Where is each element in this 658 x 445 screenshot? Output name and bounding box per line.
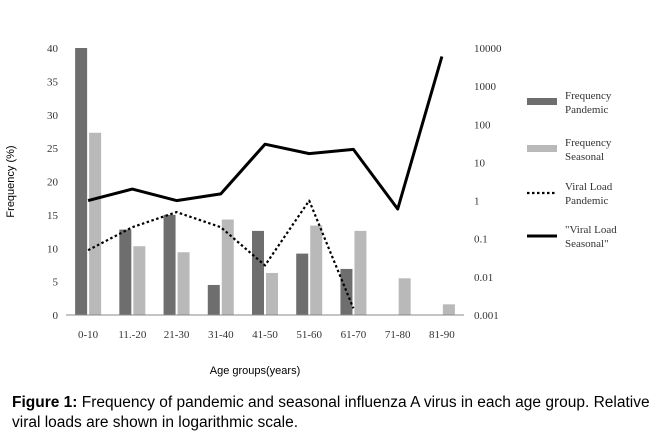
legend-label: Frequency Seasonal	[565, 137, 612, 163]
y-tick-label: 0	[53, 310, 59, 322]
legend-swatch	[527, 98, 557, 105]
x-tick-label: 81-90	[429, 329, 455, 341]
legend-label: "Viral Load Seasonal"	[565, 224, 617, 250]
y-tick-label: 35	[47, 76, 59, 88]
y2-tick-label: 0.01	[474, 272, 493, 284]
y2-tick-label: 100	[474, 119, 491, 131]
bar-pandemic	[296, 253, 309, 315]
figure-caption: Figure 1: Frequency of pandemic and seas…	[12, 393, 652, 433]
x-tick-label: 51-60	[296, 329, 322, 341]
bar-seasonal	[266, 272, 278, 315]
x-tick-label: 71-80	[385, 329, 411, 341]
x-tick-label: 0-10	[78, 329, 99, 341]
bars	[75, 48, 455, 315]
bar-seasonal	[89, 132, 102, 315]
y-tick-label: 5	[53, 277, 59, 289]
right-axis-ticks: 0.001 0.01 0.1 1 10 100 1000 10000	[474, 43, 502, 322]
bar-seasonal	[177, 252, 190, 315]
bar-seasonal	[354, 230, 367, 315]
y2-tick-label: 10	[474, 157, 486, 169]
bar-seasonal	[442, 304, 455, 315]
y-axis-title: Frequency (%)	[5, 145, 17, 217]
line-viral-load-pandemic	[87, 199, 355, 309]
y-tick-label: 10	[47, 243, 59, 255]
y-tick-label: 15	[47, 210, 59, 222]
bar-pandemic	[207, 284, 220, 315]
y-tick-label: 20	[47, 177, 59, 189]
caption-label: Figure 1:	[12, 394, 78, 411]
legend: Frequency Pandemic Frequency Seasonal Viral …	[527, 90, 617, 250]
caption-text: Frequency of pandemic and seasonal influ…	[12, 394, 650, 431]
bar-pandemic	[252, 230, 264, 315]
y2-tick-label: 1000	[474, 81, 497, 93]
bar-pandemic	[75, 48, 88, 315]
line-viral-load-seasonal	[87, 56, 444, 211]
y2-tick-label: 1	[474, 196, 480, 208]
legend-label: Frequency Pandemic	[565, 90, 612, 116]
legend-swatch	[527, 145, 557, 152]
bar-seasonal	[310, 225, 323, 315]
left-axis-ticks: 0 5 10 15 20 25 30 35 40	[47, 43, 59, 322]
viral-load-lines	[87, 56, 444, 309]
chart: 0 5 10 15 20 25 30 35 40 0.001 0.01 0.1 1 10 100 1000 1…	[5, 43, 617, 377]
y2-tick-label: 10000	[474, 43, 502, 55]
y-tick-label: 30	[47, 110, 59, 122]
x-axis-ticks: 0-10 11.-20 21-30 31-40 41-50 51-60 61-70 71-80…	[78, 329, 455, 341]
bar-seasonal	[133, 246, 146, 315]
x-tick-label: 61-70	[341, 329, 367, 341]
x-tick-label: 31-40	[208, 329, 234, 341]
x-axis-title: Age groups(years)	[210, 365, 301, 377]
y-tick-label: 25	[47, 143, 59, 155]
bar-pandemic	[163, 214, 176, 315]
bar-seasonal	[221, 219, 234, 315]
x-tick-label: 11.-20	[118, 329, 147, 341]
x-tick-label: 41-50	[252, 329, 278, 341]
y-tick-label: 40	[47, 43, 59, 55]
x-tick-label: 21-30	[164, 329, 190, 341]
y2-tick-label: 0.1	[474, 234, 488, 246]
bar-pandemic	[119, 229, 132, 315]
bar-pandemic	[340, 268, 353, 315]
bar-seasonal	[398, 278, 411, 315]
y2-tick-label: 0.001	[474, 310, 499, 322]
legend-label: Viral Load Pandemic	[565, 181, 613, 207]
